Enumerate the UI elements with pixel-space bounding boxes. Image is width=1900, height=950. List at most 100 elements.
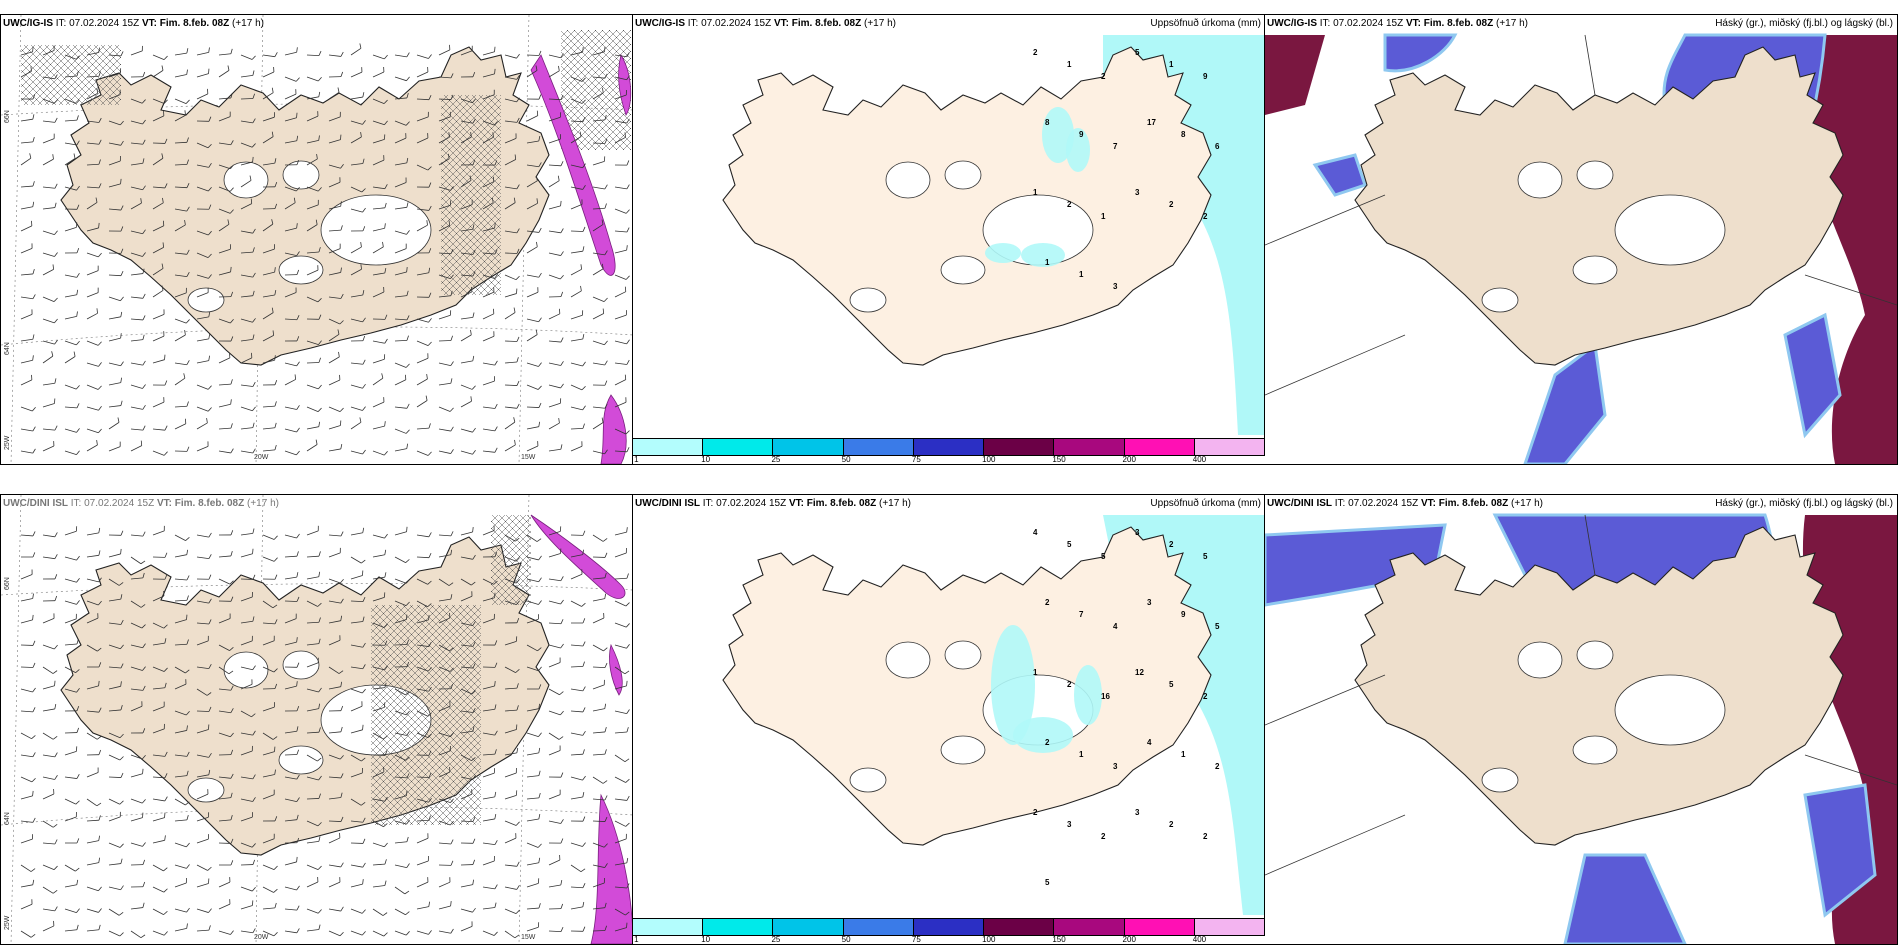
svg-text:1: 1	[1067, 60, 1072, 69]
legend-tick: 100	[982, 455, 996, 464]
cloud-map-graphic	[1265, 513, 1897, 944]
panel-title: UWC/IG-IS IT: 07.02.2024 15Z VT: Fim. 8.…	[3, 18, 264, 29]
legend-swatch	[843, 439, 914, 455]
svg-text:5: 5	[1169, 680, 1174, 689]
legend-tick: 100	[982, 935, 996, 944]
legend-tick: 10	[701, 455, 711, 464]
panel-title: UWC/IG-IS IT: 07.02.2024 15Z VT: Fim. 8.…	[1267, 18, 1528, 29]
legend-tick: 1	[634, 455, 639, 464]
legend-swatch	[913, 439, 985, 455]
legend-tick: 150	[1052, 455, 1066, 464]
iceland-landmass	[1354, 526, 1844, 846]
svg-text:3: 3	[1135, 528, 1140, 537]
legend-swatch	[1054, 439, 1125, 455]
panel-subtitle: Háský (gr.), miðský (fj.bl.) og lágský (…	[1715, 498, 1893, 509]
lat-label-66n: 66N	[4, 110, 11, 123]
svg-text:2: 2	[1033, 808, 1038, 817]
lat-label-64n: 64N	[4, 812, 11, 825]
precip-map-bottom: UWC/DINI ISL IT: 07.02.2024 15Z VT: Fim.…	[632, 494, 1266, 945]
svg-text:3: 3	[1113, 282, 1118, 291]
svg-text:2: 2	[1169, 540, 1174, 549]
svg-text:2: 2	[1033, 48, 1038, 57]
panel-subtitle: Uppsöfnuð úrkoma (mm)	[1150, 498, 1261, 509]
precip-map-graphic: 2 1 2 5 1 9 8 9 7 17 8 6 1 2 1 3 2 2 1 1 3	[722, 35, 1265, 435]
iceland-landmass	[722, 46, 1212, 366]
svg-text:5: 5	[1045, 878, 1050, 887]
svg-text:5: 5	[1203, 552, 1208, 561]
svg-text:4: 4	[1113, 622, 1118, 631]
svg-text:5: 5	[1101, 552, 1106, 561]
legend-swatch	[843, 919, 914, 935]
svg-text:7: 7	[1079, 610, 1084, 619]
legend-tick: 1	[634, 935, 639, 944]
svg-text:2: 2	[1215, 762, 1220, 771]
panel-title: UWC/IG-IS IT: 07.02.2024 15Z VT: Fim. 8.…	[635, 18, 896, 29]
legend-tick: 150	[1052, 935, 1066, 944]
iceland-landmass	[60, 536, 550, 856]
svg-text:2: 2	[1203, 212, 1208, 221]
wind-map-bottom: UWC/DINI ISL IT: 07.02.2024 15Z VT: Fim.…	[0, 494, 634, 945]
svg-text:2: 2	[1067, 200, 1072, 209]
lon-label-20w: 20W	[254, 454, 269, 461]
lon-label-15w: 15W	[521, 454, 536, 461]
svg-text:9: 9	[1203, 72, 1208, 81]
svg-text:3: 3	[1113, 762, 1118, 771]
svg-text:3: 3	[1135, 188, 1140, 197]
panel-subtitle: Uppsöfnuð úrkoma (mm)	[1150, 18, 1261, 29]
svg-text:2: 2	[1169, 200, 1174, 209]
panel-title: UWC/DINI ISL IT: 07.02.2024 15Z VT: Fim.…	[635, 498, 911, 509]
svg-text:2: 2	[1067, 680, 1072, 689]
svg-text:1: 1	[1169, 60, 1174, 69]
svg-text:2: 2	[1169, 820, 1174, 829]
legend-tick: 25	[771, 455, 781, 464]
svg-text:17: 17	[1147, 118, 1156, 127]
panel-title: UWC/DINI ISL IT: 07.02.2024 15Z VT: Fim.…	[1267, 498, 1543, 509]
svg-text:16: 16	[1101, 692, 1110, 701]
svg-text:9: 9	[1181, 610, 1186, 619]
legend-tick: 200	[1122, 455, 1136, 464]
legend-tick: 50	[841, 455, 851, 464]
svg-text:9: 9	[1079, 130, 1084, 139]
svg-text:5: 5	[1215, 622, 1220, 631]
lat-label-64n: 64N	[4, 342, 11, 355]
legend-swatch	[1194, 439, 1265, 455]
legend-swatch	[1124, 919, 1195, 935]
panel-title: UWC/DINI ISL IT: 07.02.2024 15Z VT: Fim.…	[3, 498, 279, 509]
svg-text:1: 1	[1101, 212, 1106, 221]
legend-swatch	[773, 439, 844, 455]
wind-map-top: UWC/IG-IS IT: 07.02.2024 15Z VT: Fim. 8.…	[0, 14, 634, 465]
legend-swatch	[703, 439, 774, 455]
legend-tick: 75	[911, 935, 921, 944]
svg-text:3: 3	[1147, 598, 1152, 607]
legend-tick: 50	[841, 935, 851, 944]
legend-swatch	[984, 439, 1055, 455]
legend-swatch	[773, 919, 844, 935]
svg-text:3: 3	[1067, 820, 1072, 829]
cloud-map-graphic	[1265, 33, 1897, 464]
lon-label-25w: 25W	[4, 435, 11, 450]
panel-subtitle: Háský (gr.), miðský (fj.bl.) og lágský (…	[1715, 18, 1893, 29]
lon-label-20w: 20W	[254, 934, 269, 941]
svg-text:2: 2	[1101, 832, 1106, 841]
legend-swatch	[1194, 919, 1265, 935]
svg-text:1: 1	[1079, 750, 1084, 759]
svg-text:1: 1	[1033, 668, 1038, 677]
wind-map-graphic	[1, 495, 633, 944]
svg-text:8: 8	[1045, 118, 1050, 127]
legend-swatch	[913, 919, 985, 935]
svg-text:5: 5	[1067, 540, 1072, 549]
lon-label-15w: 15W	[521, 934, 536, 941]
legend-tick: 200	[1122, 935, 1136, 944]
svg-text:2: 2	[1203, 692, 1208, 701]
svg-text:1: 1	[1079, 270, 1084, 279]
iceland-landmass	[722, 526, 1212, 846]
legend-tick: 25	[771, 935, 781, 944]
svg-text:12: 12	[1135, 668, 1144, 677]
legend-swatch	[1054, 919, 1125, 935]
svg-text:8: 8	[1181, 130, 1186, 139]
lat-label-66n: 66N	[4, 577, 11, 590]
legend-tick: 400	[1192, 935, 1207, 944]
iceland-landmass	[1354, 46, 1844, 366]
legend-swatch	[633, 439, 704, 455]
